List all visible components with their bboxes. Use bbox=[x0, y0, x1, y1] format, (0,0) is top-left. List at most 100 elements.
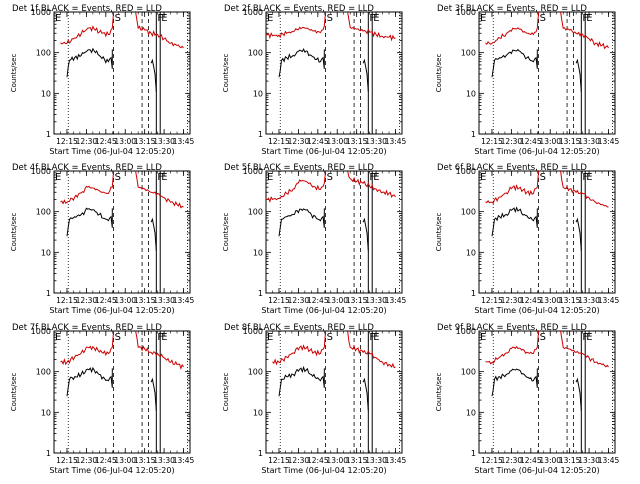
y-tick-label: 10 bbox=[466, 89, 476, 98]
interval-marker-label: F bbox=[157, 13, 163, 24]
x-tick-label: 13:30 bbox=[365, 296, 387, 305]
chart-title: Det 2f BLACK = Events, RED = LLD bbox=[224, 4, 374, 14]
x-tick-label: 13:30 bbox=[153, 456, 175, 465]
y-tick-label: 1 bbox=[258, 130, 263, 139]
chart-title: Det 8f BLACK = Events, RED = LLD bbox=[224, 323, 374, 333]
y-tick-label: 1 bbox=[46, 289, 51, 298]
events-series-line bbox=[491, 368, 538, 397]
x-tick-label: 12:15 bbox=[56, 296, 78, 305]
plot-frame bbox=[478, 170, 616, 294]
plot-frame bbox=[265, 11, 403, 135]
lld-series-line bbox=[60, 171, 115, 205]
y-tick-label: 1 bbox=[46, 449, 51, 458]
interval-marker-label: E bbox=[373, 13, 379, 24]
plot-frame bbox=[265, 330, 403, 454]
y-tick-label: 1000 bbox=[31, 8, 51, 17]
x-tick-label: 13:30 bbox=[578, 456, 600, 465]
chart-title: Det 9f BLACK = Events, RED = LLD bbox=[437, 323, 587, 333]
lld-series-line bbox=[560, 12, 609, 50]
x-tick-label: 13:30 bbox=[153, 296, 175, 305]
events-series-line bbox=[362, 58, 369, 92]
y-tick-label: 100 bbox=[461, 208, 476, 217]
x-tick-label: 13:00 bbox=[539, 137, 561, 146]
interval-marker-label: S bbox=[115, 332, 121, 343]
plot-frame bbox=[478, 330, 616, 454]
interval-marker-label: E bbox=[267, 13, 273, 24]
lld-series-line bbox=[60, 331, 115, 366]
x-tick-label: 13:30 bbox=[365, 456, 387, 465]
events-series-line bbox=[150, 377, 157, 411]
interval-marker-label: S bbox=[540, 13, 546, 24]
lld-series-line bbox=[135, 171, 184, 209]
x-tick-label: 13:30 bbox=[365, 137, 387, 146]
x-tick-label: 13:45 bbox=[173, 456, 195, 465]
y-tick-label: 10 bbox=[41, 408, 51, 417]
y-tick-label: 1 bbox=[46, 130, 51, 139]
chart-title: Det 6f BLACK = Events, RED = LLD bbox=[437, 163, 587, 173]
x-tick-label: 12:30 bbox=[288, 137, 310, 146]
events-series-line bbox=[150, 217, 157, 251]
det-8f-chart: Det 8f BLACK = Events, RED = LLD Counts/s… bbox=[222, 323, 407, 475]
lld-series-line bbox=[135, 12, 184, 49]
interval-marker-label: E bbox=[161, 13, 167, 24]
y-axis-label: Counts/sec bbox=[435, 373, 443, 412]
events-series-line bbox=[491, 206, 538, 237]
interval-marker-label: F bbox=[582, 13, 588, 24]
y-axis-label: Counts/sec bbox=[10, 54, 18, 93]
x-tick-label: 12:30 bbox=[76, 296, 98, 305]
x-tick-label: 12:45 bbox=[520, 456, 542, 465]
x-tick-label: 12:15 bbox=[481, 296, 503, 305]
chart-title: Det 5f BLACK = Events, RED = LLD bbox=[224, 163, 374, 173]
lld-series-line bbox=[135, 331, 184, 370]
y-tick-label: 100 bbox=[248, 208, 263, 217]
x-tick-label: 12:30 bbox=[501, 456, 523, 465]
lld-series-line bbox=[347, 171, 396, 198]
x-tick-label: 13:45 bbox=[385, 137, 407, 146]
y-tick-label: 100 bbox=[36, 208, 51, 217]
events-series-line bbox=[575, 377, 582, 411]
interval-marker-label: S bbox=[327, 13, 333, 24]
x-tick-label: 12:15 bbox=[481, 137, 503, 146]
lld-series-line bbox=[485, 171, 540, 205]
x-tick-label: 12:45 bbox=[307, 137, 329, 146]
x-tick-label: 12:45 bbox=[95, 456, 117, 465]
x-tick-label: 12:45 bbox=[520, 137, 542, 146]
y-tick-label: 10 bbox=[466, 408, 476, 417]
interval-marker-label: F bbox=[157, 172, 163, 183]
x-axis-label: Start Time (06-Jul-04 12:05:20) bbox=[474, 466, 599, 475]
x-axis-label: Start Time (06-Jul-04 12:05:20) bbox=[261, 147, 386, 156]
interval-marker-label: E bbox=[267, 332, 273, 343]
x-tick-label: 12:30 bbox=[76, 137, 98, 146]
plot-frame bbox=[53, 170, 191, 294]
det-7f-chart: Det 7f BLACK = Events, RED = LLD Counts/s… bbox=[10, 323, 195, 475]
x-tick-label: 13:45 bbox=[173, 296, 195, 305]
plot-frame bbox=[265, 170, 403, 294]
y-tick-label: 1 bbox=[258, 289, 263, 298]
events-series-line bbox=[278, 365, 325, 397]
events-series-line bbox=[66, 207, 113, 237]
x-axis-label: Start Time (06-Jul-04 12:05:20) bbox=[474, 306, 599, 315]
x-tick-label: 13:15 bbox=[134, 456, 156, 465]
y-tick-label: 1000 bbox=[31, 327, 51, 336]
det-1f-chart: Det 1f BLACK = Events, RED = LLD Counts/s… bbox=[10, 4, 195, 156]
y-axis-label: Counts/sec bbox=[222, 213, 230, 252]
y-axis-label: Counts/sec bbox=[435, 213, 443, 252]
x-tick-label: 12:15 bbox=[56, 456, 78, 465]
interval-marker-label: S bbox=[540, 332, 546, 343]
x-tick-label: 13:00 bbox=[539, 456, 561, 465]
x-tick-label: 13:30 bbox=[578, 296, 600, 305]
interval-marker-label: S bbox=[115, 13, 121, 24]
y-tick-label: 1000 bbox=[243, 167, 263, 176]
x-tick-label: 12:15 bbox=[481, 456, 503, 465]
x-axis-label: Start Time (06-Jul-04 12:05:20) bbox=[49, 466, 174, 475]
interval-marker-label: F bbox=[582, 332, 588, 343]
lld-series-line bbox=[560, 171, 609, 208]
lld-series-line bbox=[272, 331, 327, 366]
x-tick-label: 13:15 bbox=[559, 296, 581, 305]
x-tick-label: 13:45 bbox=[598, 137, 620, 146]
x-tick-label: 13:00 bbox=[326, 456, 348, 465]
interval-marker-label: E bbox=[586, 13, 592, 24]
chart-title: Det 7f BLACK = Events, RED = LLD bbox=[12, 323, 162, 333]
